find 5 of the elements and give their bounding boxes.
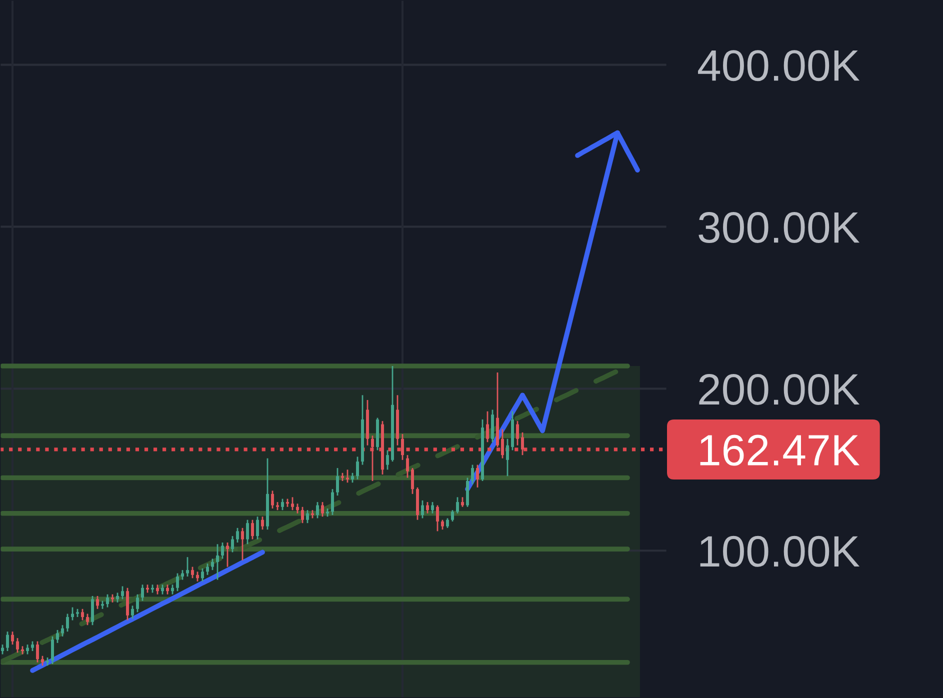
ref-line-label: 162.47K bbox=[700, 434, 860, 466]
y-tick-label: 400.00K bbox=[698, 50, 860, 82]
y-tick-label: 200.00K bbox=[699, 374, 860, 405]
y-tick-label: 100.00K bbox=[700, 536, 860, 567]
y-tick-label: 300.00K bbox=[698, 212, 860, 244]
